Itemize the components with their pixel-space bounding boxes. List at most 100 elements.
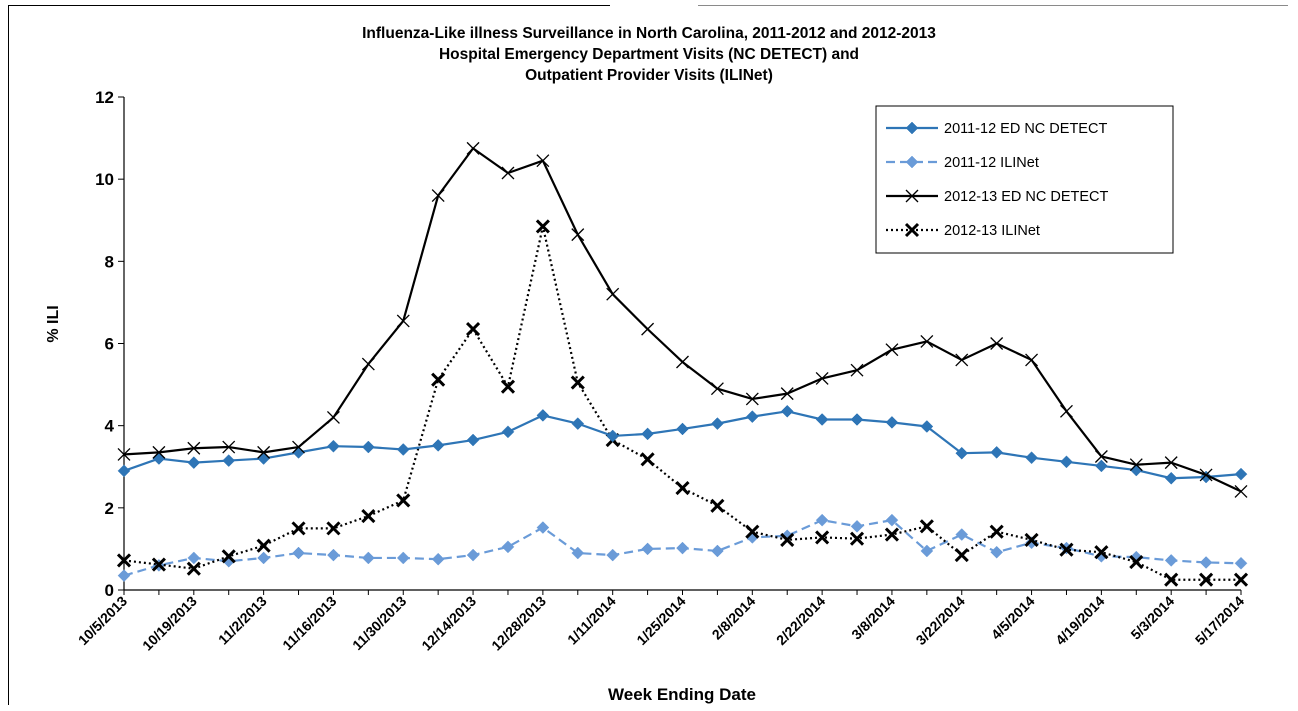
data-point-2012-13-ed-nc-detect (536, 154, 550, 168)
data-point-2012-13-ilinet (1024, 532, 1039, 547)
x-marker-stroke (152, 445, 166, 459)
x-tick-label: 3/22/2014 (913, 593, 969, 649)
legend-label-2011-12-ed-nc-detect: 2011-12 ED NC DETECT (944, 121, 1107, 137)
chart-title: Influenza-Like illness Surveillance in N… (362, 25, 936, 84)
series-line-2012-13-ilinet (123, 225, 1241, 581)
x-marker-stroke (256, 538, 271, 553)
data-point-2012-13-ilinet (500, 379, 516, 394)
data-point-2011-12-ed-nc-detect (780, 404, 794, 418)
data-point-2011-12-ilinet (361, 551, 375, 565)
x-marker-stroke (990, 337, 1004, 350)
data-point-2011-12-ilinet (396, 551, 410, 565)
x-marker-stroke (431, 372, 446, 387)
x-marker-stroke (885, 343, 899, 357)
series-2011-12-ed-nc-detect (117, 404, 1248, 485)
data-point-2012-13-ilinet (151, 557, 166, 572)
data-point-2011-12-ed-nc-detect (257, 452, 270, 465)
data-point-2011-12-ilinet (1234, 556, 1248, 570)
data-point-2011-12-ed-nc-detect (1025, 451, 1038, 465)
x-marker-stroke (116, 553, 132, 568)
data-point-2011-12-ed-nc-detect (1095, 459, 1108, 473)
data-point-2012-13-ed-nc-detect (1129, 458, 1143, 472)
data-point-2011-12-ilinet (885, 513, 899, 527)
legend-marker-2012-13-ed-nc-detect (905, 189, 919, 203)
data-point-2012-13-ed-nc-detect (920, 334, 934, 348)
data-point-2011-12-ilinet (676, 541, 689, 555)
data-point-2012-13-ilinet (710, 498, 725, 513)
x-marker-stroke (361, 508, 376, 524)
x-tick-label: 5/3/2014 (1127, 593, 1177, 643)
data-point-2012-13-ed-nc-detect (1234, 484, 1248, 498)
x-tick-label: 1/11/2014 (564, 593, 619, 648)
x-marker-stroke (536, 154, 550, 168)
data-point-2011-12-ed-nc-detect (920, 420, 934, 433)
data-point-2012-13-ed-nc-detect (850, 363, 864, 377)
x-tick-label: 11/30/2013 (349, 593, 409, 653)
data-point-2012-13-ed-nc-detect (501, 166, 515, 180)
data-point-2012-13-ilinet (535, 219, 550, 234)
data-point-2011-12-ilinet (1199, 556, 1213, 569)
data-point-2012-13-ilinet (326, 521, 341, 536)
x-marker-stroke (920, 334, 934, 348)
x-marker-stroke (676, 355, 689, 369)
legend-label-2012-13-ilinet: 2012-13 ILINet (944, 223, 1040, 239)
x-marker-stroke (884, 527, 899, 542)
data-point-2012-13-ed-nc-detect (990, 337, 1004, 350)
data-point-2012-13-ed-nc-detect (257, 445, 271, 459)
x-marker-stroke (905, 189, 919, 203)
data-point-2011-12-ed-nc-detect (955, 446, 969, 460)
x-marker-stroke (849, 531, 865, 546)
x-marker-stroke (1025, 353, 1039, 367)
data-point-2012-13-ilinet (849, 531, 865, 546)
chart-title-line-2: Hospital Emergency Department Visits (NC… (439, 46, 859, 63)
data-point-2012-13-ilinet (186, 561, 201, 576)
data-point-2011-12-ilinet (466, 548, 480, 562)
x-marker-stroke (780, 387, 794, 401)
data-point-2012-13-ed-nc-detect (1025, 353, 1039, 367)
x-axis-label: Week Ending Date (608, 685, 756, 704)
x-marker-stroke (1129, 458, 1143, 472)
x-tick-label: 4/19/2014 (1052, 593, 1108, 649)
data-point-2012-13-ilinet (745, 524, 760, 539)
data-point-2011-12-ed-nc-detect (745, 410, 759, 423)
y-axis-label: % ILI (45, 305, 62, 342)
data-point-2011-12-ed-nc-detect (606, 429, 620, 443)
legend-marker-2011-12-ed-nc-detect (905, 121, 919, 135)
x-tick-label: 11/16/2013 (279, 593, 339, 653)
x-marker-stroke (500, 379, 516, 394)
x-marker-stroke (815, 371, 829, 385)
data-point-2011-12-ilinet (990, 545, 1004, 559)
data-point-2012-13-ilinet (116, 553, 132, 568)
x-marker-stroke (919, 519, 934, 534)
data-point-2012-13-ed-nc-detect (1199, 468, 1213, 482)
data-point-2011-12-ed-nc-detect (1164, 471, 1178, 485)
data-point-2011-12-ilinet (431, 552, 445, 566)
legend-marker-2011-12-ilinet (905, 155, 919, 169)
x-marker-stroke (187, 441, 201, 455)
data-point-2011-12-ed-nc-detect (990, 446, 1004, 459)
data-point-2011-12-ed-nc-detect (850, 413, 864, 426)
data-point-2011-12-ed-nc-detect (501, 425, 515, 439)
x-marker-stroke (1233, 572, 1249, 587)
top-rule-right (698, 5, 1288, 6)
x-tick-label: 10/19/2013 (139, 593, 200, 654)
x-tick-label: 12/28/2013 (488, 593, 549, 654)
x-marker-stroke (954, 548, 969, 563)
y-tick-label: 8 (105, 252, 114, 271)
data-point-2011-12-ilinet (955, 528, 969, 541)
chart-title-line-1: Influenza-Like illness Surveillance in N… (362, 25, 936, 42)
data-point-2011-12-ed-nc-detect (187, 456, 201, 469)
legend-marker-2012-13-ilinet (904, 222, 920, 238)
x-marker-stroke (745, 524, 760, 539)
x-tick-label: 5/17/2014 (1192, 593, 1248, 649)
data-point-2011-12-ilinet (292, 546, 305, 560)
data-point-2012-13-ed-nc-detect (745, 392, 759, 406)
x-tick-label: 12/14/2013 (418, 593, 479, 654)
y-tick-label: 6 (105, 335, 114, 354)
data-point-2011-12-ilinet (606, 548, 620, 562)
data-point-2012-13-ilinet (1094, 545, 1109, 560)
x-tick-label: 2/22/2014 (773, 593, 829, 649)
x-marker-stroke (222, 440, 236, 454)
x-marker-stroke (955, 353, 969, 367)
data-point-2011-12-ed-nc-detect (1060, 455, 1073, 469)
